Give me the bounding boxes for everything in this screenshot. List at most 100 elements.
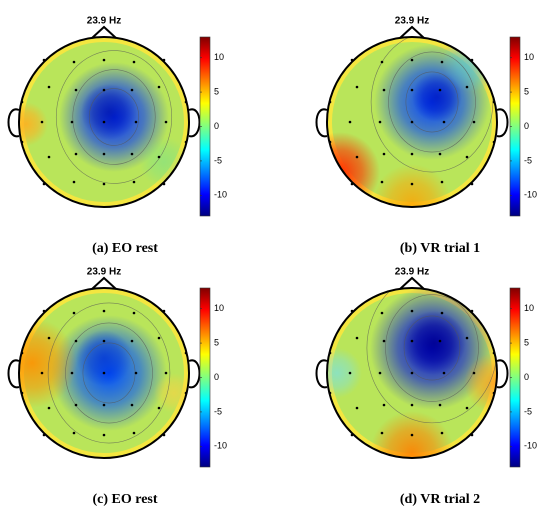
electrode bbox=[72, 180, 76, 184]
electrode bbox=[380, 180, 384, 184]
electrode bbox=[440, 180, 444, 184]
electrode bbox=[20, 391, 24, 395]
electrode bbox=[472, 120, 476, 124]
electrode bbox=[47, 155, 51, 159]
colorbar-tick-label: -10 bbox=[214, 441, 227, 451]
electrode bbox=[74, 339, 78, 343]
electrode bbox=[492, 391, 496, 395]
left-ear bbox=[315, 108, 328, 138]
electrode bbox=[438, 403, 442, 407]
electrode bbox=[382, 88, 386, 92]
electrode bbox=[410, 58, 414, 62]
contour-line bbox=[385, 294, 479, 402]
electrode bbox=[465, 85, 469, 89]
map-blob bbox=[81, 84, 137, 140]
electrode bbox=[470, 433, 474, 437]
electrode bbox=[355, 85, 359, 89]
electrode bbox=[74, 152, 78, 156]
colorbar-tick-label: 5 bbox=[214, 337, 219, 347]
electrode bbox=[350, 309, 354, 313]
map-title: 23.9 Hz bbox=[395, 16, 429, 27]
scalp-map bbox=[19, 37, 189, 207]
electrode bbox=[382, 339, 386, 343]
electrode bbox=[134, 371, 138, 375]
electrode bbox=[492, 100, 496, 104]
electrode bbox=[410, 88, 414, 92]
electrode bbox=[328, 351, 332, 355]
electrode bbox=[184, 391, 188, 395]
electrode bbox=[20, 351, 24, 355]
electrode bbox=[410, 403, 414, 407]
electrode bbox=[157, 85, 161, 89]
electrode bbox=[380, 431, 384, 435]
colorbar-tick-label: 0 bbox=[214, 121, 219, 131]
contour-line bbox=[388, 51, 476, 153]
electrode bbox=[410, 339, 414, 343]
colorbar-tick-label: -5 bbox=[214, 155, 222, 165]
electrode bbox=[378, 120, 382, 124]
electrode bbox=[102, 120, 106, 124]
contour-line bbox=[405, 71, 459, 133]
electrode bbox=[350, 433, 354, 437]
electrode bbox=[42, 309, 46, 313]
electrode bbox=[132, 311, 136, 315]
map-blob bbox=[402, 311, 466, 375]
electrode bbox=[328, 140, 332, 144]
electrode bbox=[102, 309, 106, 313]
electrode bbox=[132, 60, 136, 64]
map-blob bbox=[139, 137, 189, 187]
electrode bbox=[410, 309, 414, 313]
panel-caption: (c) EO rest bbox=[92, 492, 157, 507]
electrode bbox=[102, 433, 106, 437]
electrode bbox=[72, 431, 76, 435]
colorbar-tick-label: -10 bbox=[524, 190, 537, 200]
electrode bbox=[328, 391, 332, 395]
electrode bbox=[382, 403, 386, 407]
electrode bbox=[348, 120, 352, 124]
map-blob bbox=[370, 411, 454, 458]
map-blob bbox=[19, 318, 77, 408]
colorbar-tick-label: 10 bbox=[214, 303, 224, 313]
right-ear bbox=[496, 359, 509, 389]
electrode bbox=[102, 152, 106, 156]
electrode bbox=[470, 182, 474, 186]
nose bbox=[399, 25, 425, 39]
electrode bbox=[355, 155, 359, 159]
electrode bbox=[328, 100, 332, 104]
electrode bbox=[382, 152, 386, 156]
electrode bbox=[40, 120, 44, 124]
electrode bbox=[470, 309, 474, 313]
electrode bbox=[410, 152, 414, 156]
electrode bbox=[130, 152, 134, 156]
electrode bbox=[162, 58, 166, 62]
map-title: 23.9 Hz bbox=[395, 267, 429, 278]
electrode bbox=[492, 140, 496, 144]
colorbar-tick-label: -10 bbox=[214, 190, 227, 200]
map-blob bbox=[327, 132, 380, 207]
right-ear bbox=[188, 108, 201, 138]
electrode bbox=[184, 100, 188, 104]
map-blob bbox=[19, 102, 48, 146]
electrode bbox=[162, 433, 166, 437]
electrode bbox=[440, 311, 444, 315]
head-outline bbox=[326, 36, 498, 208]
map-blob bbox=[412, 72, 462, 122]
electrode bbox=[470, 58, 474, 62]
electrode bbox=[42, 182, 46, 186]
map-blob bbox=[464, 353, 497, 413]
electrode bbox=[102, 339, 106, 343]
topoplot-panel: 23.9 Hz 10 5 0 -5 -10 (b) VR trial 1 bbox=[315, 16, 537, 256]
electrode bbox=[184, 140, 188, 144]
contour-line bbox=[47, 302, 171, 444]
scalp-map bbox=[327, 288, 497, 458]
electrode bbox=[350, 182, 354, 186]
contour-line bbox=[366, 288, 497, 424]
electrode bbox=[74, 88, 78, 92]
scalp-map bbox=[327, 37, 497, 207]
panel-caption: (a) EO rest bbox=[92, 241, 158, 256]
electrode bbox=[380, 311, 384, 315]
panel-caption: (b) VR trial 1 bbox=[400, 241, 480, 256]
right-ear bbox=[188, 359, 201, 389]
electrode bbox=[132, 431, 136, 435]
map-title: 23.9 Hz bbox=[87, 267, 121, 278]
